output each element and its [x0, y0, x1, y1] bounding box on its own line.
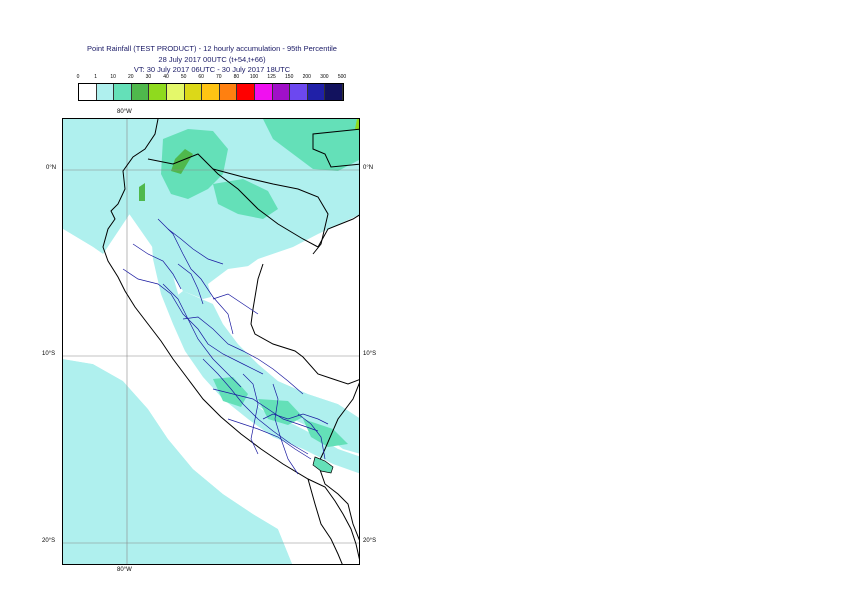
dry-area-central	[208, 259, 359, 418]
legend-swatch	[184, 84, 203, 100]
left-lat-label-10s: 10°S	[42, 351, 56, 357]
legend-swatch	[290, 84, 308, 100]
legend-swatch	[219, 84, 238, 100]
rain-area-light-west	[63, 119, 153, 254]
legend-swatches	[78, 83, 344, 101]
brazil-border	[250, 128, 359, 385]
rain-area-pacific	[63, 359, 293, 564]
legend-tick-label: 300	[320, 74, 329, 80]
legend-tick-label: 150	[285, 74, 294, 80]
legend-tick-label: 20	[128, 74, 134, 80]
legend-tick-label: 0	[76, 74, 80, 80]
legend-tick-label: 200	[302, 74, 311, 80]
top-lon-label: 80°W	[117, 109, 132, 115]
legend-swatch	[325, 84, 343, 100]
rain-area-teal-6	[303, 419, 348, 447]
rain-area-andes	[151, 219, 359, 474]
legend-tick-label: 70	[216, 74, 222, 80]
color-legend: 0 1 10 20 30 40 50 60 70 80 100 125 150 200 300 500	[76, 74, 348, 102]
legend-tick-label: 50	[180, 74, 187, 80]
legend-swatch	[131, 84, 150, 100]
legend-swatch	[254, 84, 273, 100]
country-borders	[102, 119, 359, 564]
department-boundaries	[122, 218, 329, 475]
chile-border	[307, 478, 343, 564]
map-canvas	[63, 119, 359, 564]
legend-swatch	[166, 84, 185, 100]
legend-swatch	[149, 84, 167, 100]
right-lat-label-20s: 20°S	[363, 538, 377, 544]
legend-swatch	[114, 84, 132, 100]
title-line-2: 28 July 2017 00UTC (t+54,t+66)	[158, 55, 266, 64]
legend-tick-label: 30	[145, 74, 152, 80]
graticule	[63, 119, 359, 564]
legend-swatch	[272, 84, 291, 100]
legend-swatch	[202, 84, 220, 100]
legend-tick-label: 1	[94, 74, 97, 80]
bolivia-border	[317, 382, 359, 541]
legend-tick-label: 60	[198, 74, 204, 80]
rain-area-green-3	[139, 183, 145, 201]
rainfall-map	[62, 118, 360, 565]
rain-area-green-2	[355, 119, 359, 131]
legend-swatch	[79, 84, 97, 100]
rain-area-teal-5	[258, 399, 303, 425]
right-lat-label-10s: 10°S	[363, 351, 377, 357]
bottom-lon-label: 80°W	[117, 567, 132, 573]
rain-area-teal-2	[161, 129, 228, 199]
dry-area-coast	[63, 229, 359, 564]
legend-tick-label: 80	[233, 74, 240, 80]
ecuador-border	[147, 153, 319, 248]
legend-tick-label: 125	[267, 74, 276, 80]
legend-swatch	[237, 84, 255, 100]
legend-tick-label: 10	[110, 74, 116, 80]
left-lat-label-20s: 20°S	[42, 538, 56, 544]
rain-area-green-1	[171, 149, 193, 174]
lake-titicaca	[312, 456, 334, 474]
title-line-3: VT: 30 July 2017 06UTC - 30 July 2017 18…	[133, 65, 291, 74]
legend-swatch	[96, 84, 115, 100]
left-lat-label-0: 0°N	[46, 165, 57, 171]
legend-tick-label: 500	[337, 74, 347, 80]
legend-swatch	[307, 84, 326, 100]
legend-tick-label: 40	[163, 74, 169, 80]
right-lat-label-0: 0°N	[363, 165, 374, 171]
legend-tick-label: 100	[249, 74, 259, 80]
coastline	[102, 119, 359, 560]
rain-area-teal-3	[213, 179, 278, 219]
title-line-1: Point Rainfall (TEST PRODUCT) - 12 hourl…	[87, 44, 337, 53]
rainfall-shading	[63, 119, 359, 564]
